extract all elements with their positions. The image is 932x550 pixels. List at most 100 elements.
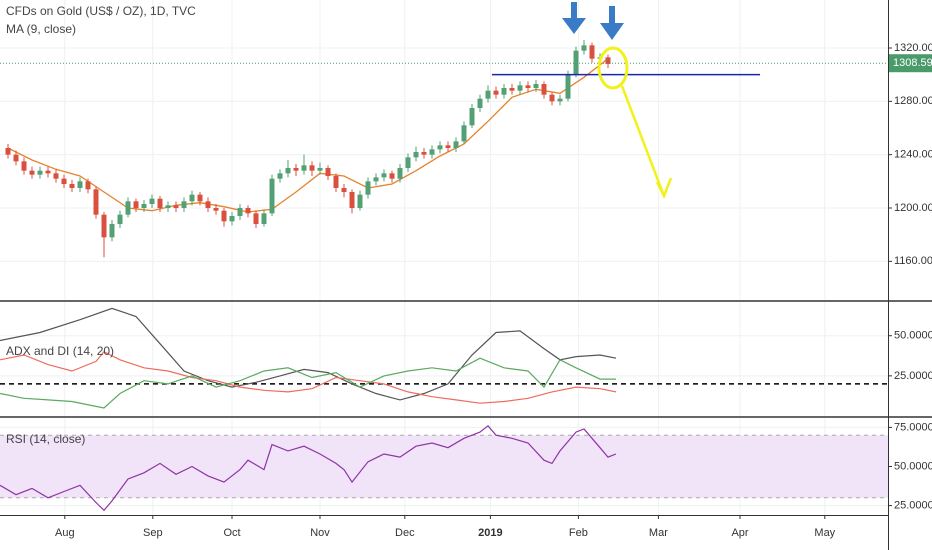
candle-body	[45, 170, 51, 174]
candle-body	[285, 168, 291, 174]
indicator-line	[0, 357, 616, 409]
indicator-line	[0, 424, 617, 512]
candle-body	[53, 173, 59, 179]
rsi-legend: RSI (14, close)	[6, 432, 85, 446]
x-tick-label: 2019	[478, 527, 502, 539]
annotation-arrow	[600, 6, 624, 40]
candle-body	[205, 201, 211, 208]
candle-body	[565, 74, 571, 99]
candle-body	[309, 165, 315, 171]
indicator-line	[0, 351, 617, 404]
candle-body	[141, 204, 147, 208]
candle-body	[229, 216, 235, 222]
y-tick-label: 50.0000	[894, 460, 932, 472]
candle-body	[485, 90, 491, 99]
candle-body	[397, 168, 403, 179]
candle-body	[181, 201, 187, 208]
y-tick-label: 25.0000	[894, 500, 932, 512]
candle-body	[373, 177, 379, 182]
candle-body	[389, 173, 395, 179]
x-tick-label: Mar	[649, 527, 668, 539]
candle-body	[541, 84, 547, 95]
candle-body	[237, 208, 243, 216]
ma-line	[7, 58, 609, 213]
candle-body	[157, 198, 163, 208]
y-tick-label: 1160.00	[894, 255, 932, 267]
candle-body	[325, 168, 331, 176]
candle-body	[101, 214, 107, 238]
candle-body	[405, 157, 411, 168]
candle-body	[477, 98, 483, 108]
candle-body	[421, 152, 427, 155]
candle-body	[245, 208, 251, 214]
candle-body	[109, 224, 115, 238]
x-tick-label: May	[814, 527, 835, 539]
candle-body	[173, 205, 179, 208]
candle-body	[253, 213, 259, 224]
candle-body	[517, 85, 523, 91]
candle-body	[341, 188, 347, 192]
candle-body	[133, 201, 139, 208]
ma-legend: MA (9, close)	[6, 22, 76, 36]
x-tick-label: Feb	[569, 527, 588, 539]
candle-body	[549, 94, 555, 102]
candle-body	[365, 181, 371, 195]
y-tick-label: 1320.00	[894, 42, 932, 54]
chart-title: CFDs on Gold (US$ / OZ), 1D, TVC	[6, 4, 196, 18]
last-price-label: 1308.59	[893, 57, 932, 69]
candle-body	[269, 178, 275, 214]
x-tick-label: Sep	[143, 527, 163, 539]
candle-body	[77, 181, 83, 188]
candle-body	[589, 45, 595, 59]
candle-body	[533, 84, 539, 88]
candle-body	[165, 205, 171, 208]
adx-legend: ADX and DI (14, 20)	[6, 344, 114, 358]
candle-body	[221, 210, 227, 222]
y-tick-label: 1280.00	[894, 95, 932, 107]
candle-body	[469, 108, 475, 126]
candle-body	[189, 194, 195, 202]
x-tick-label: Dec	[395, 527, 415, 539]
candle-body	[117, 214, 123, 224]
annotation-arrow	[620, 85, 673, 200]
candle-body	[13, 154, 19, 162]
candle-body	[381, 173, 387, 178]
candle-body	[413, 152, 419, 158]
candle-body	[293, 168, 299, 171]
y-tick-label: 1200.00	[894, 202, 932, 214]
y-tick-label: 25.0000	[894, 370, 932, 382]
candle-body	[453, 141, 459, 148]
y-tick-label: 75.0000	[894, 421, 932, 433]
y-tick-label: 1240.00	[894, 149, 932, 161]
candle-body	[573, 50, 579, 75]
candle-body	[557, 98, 563, 102]
x-tick-label: Aug	[55, 527, 75, 539]
candle-body	[445, 145, 451, 148]
annotation-arrow	[562, 2, 586, 34]
candle-body	[525, 85, 531, 88]
candle-body	[429, 149, 435, 155]
candle-body	[37, 170, 43, 175]
candle-body	[213, 208, 219, 211]
candle-body	[493, 90, 499, 95]
candle-body	[61, 178, 67, 184]
candle-body	[437, 145, 443, 150]
last-price-box	[889, 54, 932, 73]
candle-body	[357, 194, 363, 208]
candle-body	[301, 165, 307, 171]
candle-body	[197, 194, 203, 202]
candle-body	[581, 45, 587, 51]
x-tick-label: Apr	[731, 527, 748, 539]
annotation-circle	[597, 46, 629, 90]
candle-body	[69, 184, 75, 188]
candle-body	[149, 198, 155, 204]
candle-body	[501, 88, 507, 95]
candle-body	[21, 161, 27, 171]
candle-body	[461, 125, 467, 142]
candle-body	[349, 192, 355, 208]
candle-body	[85, 181, 91, 190]
candle-body	[261, 213, 267, 224]
candle-body	[277, 173, 283, 179]
